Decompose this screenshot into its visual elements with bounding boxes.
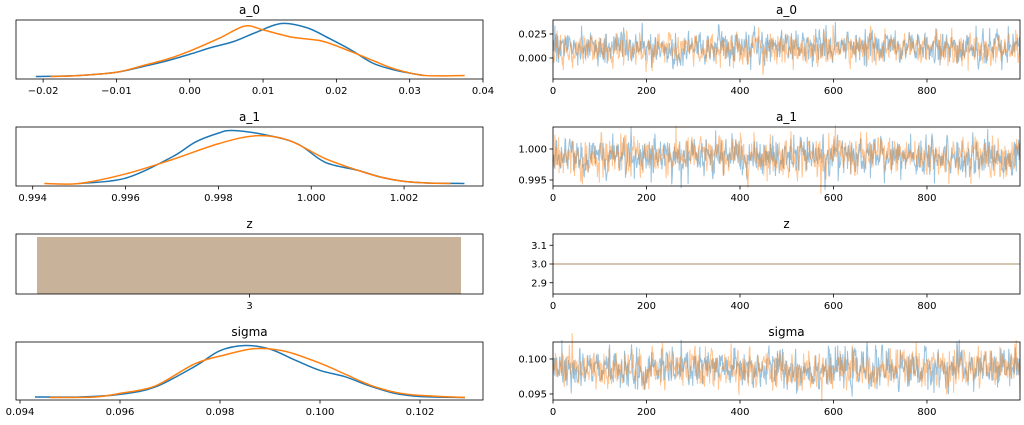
panel-title: a_0 [239,3,260,17]
panel-title: sigma [231,325,267,339]
panel-kde-a_0: a_0 −0.02 −0.01 0.00 0.01 0.02 0.03 0.04 [15,3,494,97]
x-tick-label: 0.096 [106,407,135,418]
panel-kde-sigma: sigma 0.094 0.096 0.098 0.100 0.102 [6,325,484,418]
kde-line-chain-0 [35,22,425,78]
y-tick-label: 2.9 [531,278,547,289]
x-tick-label: 0.00 [179,86,201,97]
x-tick-label: 400 [730,193,749,204]
panel-trace-a_1: a_1 0 200 400 600 800 0.995 1.000 [518,110,1021,204]
trace-line-chain-1 [552,332,1021,402]
y-tick-label: 3.1 [531,241,547,252]
x-tick-label: 600 [824,86,843,97]
x-tick-label: 3 [246,301,252,312]
x-tick-label: 600 [824,193,843,204]
x-tick-label: 0.01 [252,86,274,97]
x-tick-label: 0.996 [111,193,140,204]
x-tick-label: 400 [730,301,749,312]
axes-frame [15,19,484,80]
axes-frame [552,341,1021,401]
panel-title: sigma [768,325,804,339]
axes-frame [552,126,1021,187]
x-tick-label: 0.03 [399,86,421,97]
axes-frame [15,126,484,187]
y-tick-label: 0.100 [518,355,547,366]
trace-line-chain-0 [552,21,1021,71]
x-tick-label: 0 [550,407,556,418]
x-tick-label: −0.01 [101,86,132,97]
trace-line-chain-1 [552,25,1021,75]
x-tick-label: 800 [917,301,936,312]
panel-trace-a_0: a_0 0 200 400 600 800 0.000 0.025 [518,3,1021,97]
panel-title: z [246,217,252,231]
panel-trace-z: z 0 200 400 600 800 2.9 3.0 3.1 [531,217,1021,312]
x-tick-label: 0.100 [306,407,335,418]
x-tick-label: 1.000 [297,193,326,204]
x-tick-label: 600 [824,301,843,312]
x-tick-label: 200 [637,193,656,204]
panel-title: a_0 [776,3,797,17]
x-tick-label: 800 [917,86,936,97]
x-tick-label: 200 [637,301,656,312]
x-tick-label: 0.102 [406,407,435,418]
x-tick-label: 0.02 [325,86,347,97]
panel-title: a_1 [776,110,797,124]
x-tick-label: 0 [550,193,556,204]
trace-line-chain-0 [552,127,1021,191]
y-tick-label: 0.995 [518,175,547,186]
x-tick-label: 600 [824,407,843,418]
x-tick-label: 0 [550,301,556,312]
x-tick-label: 0.04 [472,86,494,97]
trace-line-chain-1 [552,125,1021,195]
kde-line-chain-1 [44,134,451,185]
kde-line-chain-0 [79,129,465,185]
panel-title: z [783,217,789,231]
x-tick-label: 800 [917,407,936,418]
kde-line-chain-1 [49,347,466,399]
x-tick-label: 0 [550,86,556,97]
trace-line-chain-0 [552,339,1021,397]
x-tick-label: 0.994 [18,193,47,204]
panel-trace-sigma: sigma 0 200 400 600 800 0.095 0.100 [518,325,1021,418]
y-tick-label: 0.025 [518,30,547,41]
y-tick-label: 1.000 [518,145,547,156]
y-tick-label: 3.0 [531,260,547,271]
panel-kde-a_1: a_1 0.994 0.996 0.998 1.000 1.002 [15,110,484,204]
axes-frame [15,341,484,401]
x-tick-label: 0.094 [6,407,35,418]
x-tick-label: 200 [637,407,656,418]
x-tick-label: −0.02 [28,86,59,97]
axes-frame [552,19,1021,80]
y-tick-label: 0.000 [518,53,547,64]
x-tick-label: 0.098 [206,407,235,418]
panel-hist-z: z3 [15,217,484,312]
x-tick-label: 400 [730,407,749,418]
panel-title: a_1 [239,110,260,124]
x-tick-label: 200 [637,86,656,97]
y-tick-label: 0.095 [518,389,547,400]
bar-z-3 [37,237,461,294]
x-tick-label: 0.998 [204,193,233,204]
x-tick-label: 800 [917,193,936,204]
kde-line-chain-0 [34,344,466,399]
x-tick-label: 400 [730,86,749,97]
x-tick-label: 1.002 [390,193,419,204]
kde-line-chain-1 [50,25,465,78]
